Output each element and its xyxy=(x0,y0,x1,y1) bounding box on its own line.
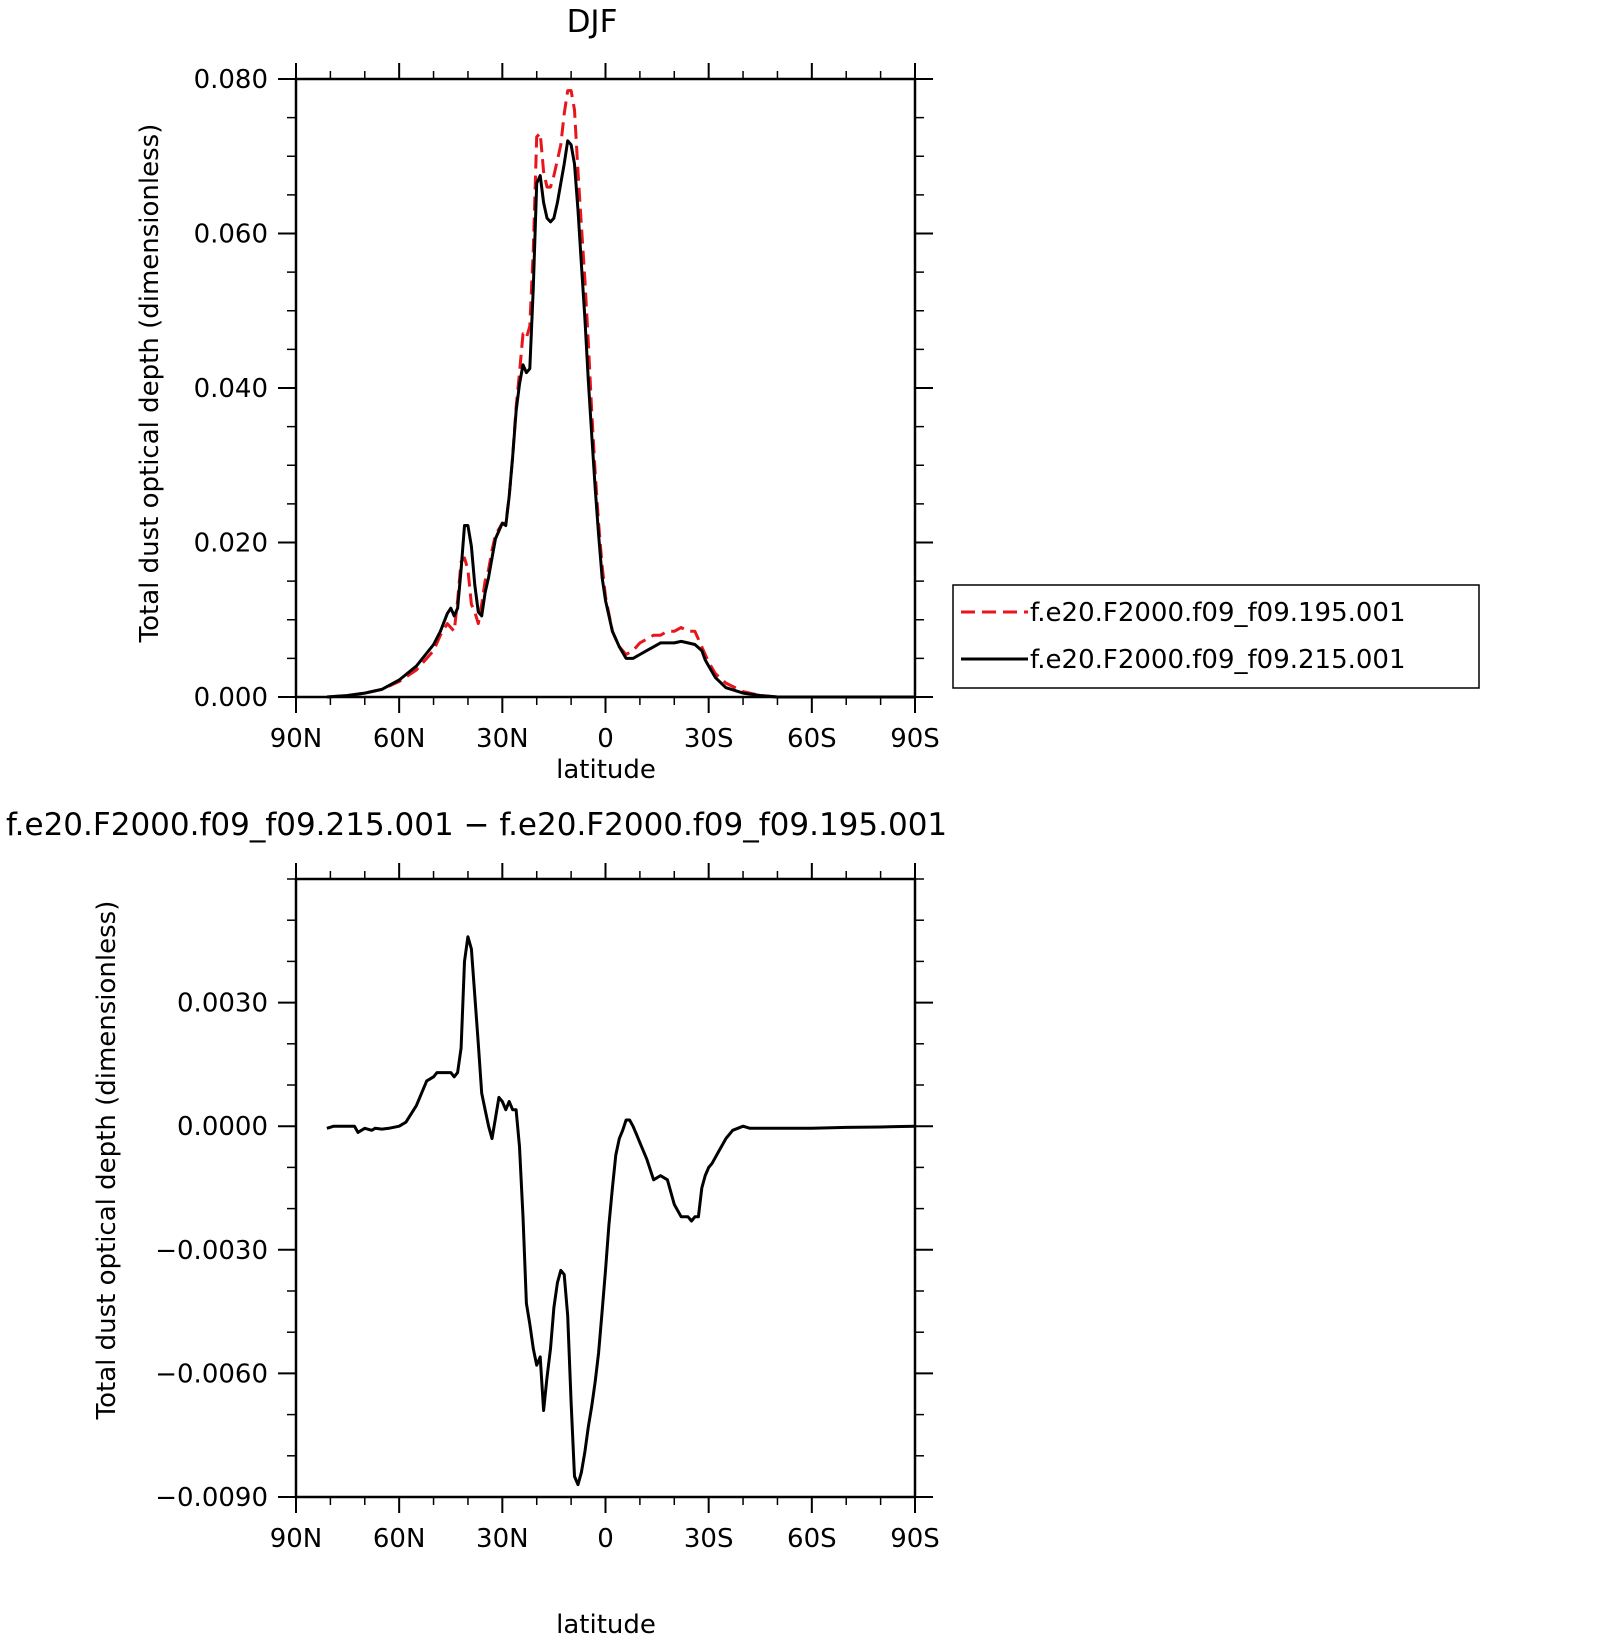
bottom-x-tick-label: 30S xyxy=(684,1524,734,1554)
difference-panel: f.e20.F2000.f09_f09.215.001 − f.e20.F200… xyxy=(6,807,947,1640)
bottom-axis-ticks: 90N 60N 30N 0 30S 60S 90S −0.0090 −0.0060 −0.0030… xyxy=(155,863,940,1554)
top-x-tick-label: 30N xyxy=(476,724,529,754)
bottom-x-axis-label: latitude xyxy=(556,1610,656,1640)
top-series-line-1 xyxy=(326,139,915,699)
legend-label-215: f.e20.F2000.f09_f09.215.001 xyxy=(1030,645,1406,675)
top-x-tick-label: 90S xyxy=(890,724,940,754)
top-series-lines xyxy=(326,89,915,699)
bottom-x-tick-label: 30N xyxy=(476,1524,529,1554)
bottom-series-lines xyxy=(326,935,916,1487)
bottom-series-line-0 xyxy=(326,935,916,1487)
top-plot-frame xyxy=(294,77,917,699)
top-series-line-0 xyxy=(326,89,915,699)
bottom-x-tick-label: 90N xyxy=(270,1524,323,1554)
top-x-tick-label: 60S xyxy=(787,724,837,754)
top-x-tick-label: 0 xyxy=(597,724,614,754)
top-x-tick-label: 30S xyxy=(684,724,734,754)
bottom-x-tick-label: 60S xyxy=(787,1524,837,1554)
top-y-tick-label: 0.020 xyxy=(194,529,268,559)
bottom-y-tick-label: −0.0090 xyxy=(155,1483,268,1513)
top-y-tick-label: 0.040 xyxy=(194,374,268,404)
bottom-x-tick-label: 0 xyxy=(597,1524,614,1554)
top-x-axis-label: latitude xyxy=(556,755,656,785)
top-y-tick-label: 0.060 xyxy=(194,220,268,250)
top-y-axis-label: Total dust optical depth (dimensionless) xyxy=(135,124,165,644)
djf-panel: DJF latitude Total dust optical depth (d… xyxy=(135,4,1480,785)
legend-label-195: f.e20.F2000.f09_f09.195.001 xyxy=(1030,598,1406,628)
top-y-tick-label: 0.080 xyxy=(194,65,268,95)
bottom-y-tick-label: 0.0000 xyxy=(177,1112,268,1142)
top-y-tick-label: 0.000 xyxy=(194,683,268,713)
bottom-x-tick-label: 90S xyxy=(890,1524,940,1554)
bottom-plot-frame xyxy=(294,877,917,1499)
legend: f.e20.F2000.f09_f09.195.001 f.e20.F2000.… xyxy=(952,584,1480,689)
bottom-x-tick-label: 60N xyxy=(373,1524,426,1554)
legend-box xyxy=(952,584,1480,689)
top-x-tick-label: 90N xyxy=(270,724,323,754)
bottom-y-tick-label: −0.0060 xyxy=(155,1359,268,1389)
bottom-chart-title: f.e20.F2000.f09_f09.215.001 − f.e20.F200… xyxy=(6,807,947,843)
top-chart-title: DJF xyxy=(567,4,618,40)
bottom-y-tick-label: −0.0030 xyxy=(155,1236,268,1266)
top-x-tick-label: 60N xyxy=(373,724,426,754)
bottom-y-tick-label: 0.0030 xyxy=(177,989,268,1019)
top-axis-ticks: 90N 60N 30N 0 30S 60S 90S 0.000 0.020 0.040 0.060 0… xyxy=(194,63,940,754)
bottom-y-axis-label: Total dust optical depth (dimensionless) xyxy=(92,901,122,1421)
